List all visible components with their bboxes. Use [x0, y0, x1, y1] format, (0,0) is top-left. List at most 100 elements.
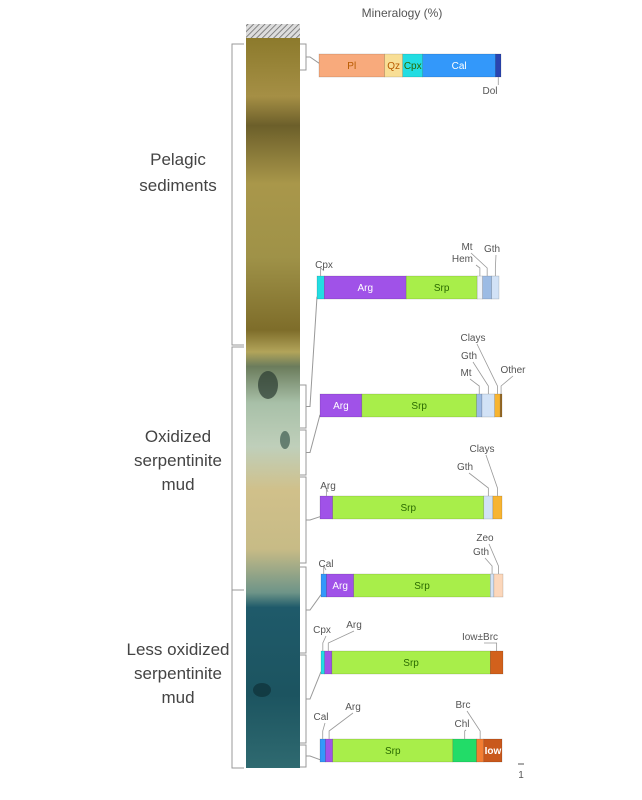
segment-callout-label: Gth: [484, 244, 500, 255]
segment-chl: [452, 738, 477, 763]
segment-cal: [319, 738, 326, 763]
sample-bracket: [300, 654, 307, 744]
unit-label: serpentinite: [134, 664, 222, 683]
sample-bracket: [300, 43, 307, 71]
unit-label: sediments: [139, 176, 216, 195]
segment-arg: [319, 495, 333, 520]
sample-connector: [306, 516, 321, 521]
segment-gth: [490, 573, 495, 598]
segment-mt: [482, 275, 492, 300]
unit-label: Less oxidized: [126, 640, 229, 659]
segment-label: Pl: [347, 61, 356, 72]
unit-label: mud: [161, 688, 194, 707]
callout-leader: [469, 378, 480, 394]
segment-cal: [422, 53, 496, 78]
callout-leader: [484, 642, 498, 651]
callout-leader: [328, 712, 354, 739]
callout-leader: [322, 635, 327, 651]
unit-label: Pelagic: [150, 150, 206, 169]
segment-cpx: [320, 650, 325, 675]
segment-callout-label: Cal: [318, 559, 333, 570]
segment-clays: [494, 393, 501, 418]
segment-label: Cpx: [404, 61, 422, 72]
callout-leader: [327, 630, 355, 651]
segment-gth: [491, 275, 500, 300]
unit-label: mud: [161, 475, 194, 494]
segment-callout-label: Arg: [320, 481, 336, 492]
callout-leader: [475, 264, 481, 276]
callout-leader: [494, 254, 497, 276]
segment-callout-label: Hem: [452, 254, 473, 265]
segment-label: Srp: [434, 283, 450, 294]
segment-label: Arg: [332, 581, 348, 592]
sample-bracket: [300, 429, 307, 476]
segment-callout-label: Arg: [346, 620, 362, 631]
sample-connector: [306, 671, 322, 700]
segment-arg: [326, 573, 355, 598]
segment-callout-label: Chl: [454, 719, 469, 730]
unit-bracket: [231, 43, 244, 346]
core-header: [246, 24, 300, 38]
callout-leader: [468, 472, 489, 496]
segment-other: [499, 393, 503, 418]
segment-gth: [483, 495, 494, 520]
segment-clays: [492, 495, 503, 520]
sample-bracket: [300, 476, 307, 564]
segment-callout-label: Arg: [345, 702, 361, 713]
callout-leader: [476, 343, 498, 394]
callout-leader: [325, 487, 329, 496]
callout-leader: [464, 729, 467, 739]
unit-label: serpentinite: [134, 451, 222, 470]
segment-label: Iow: [485, 746, 502, 757]
segment-iowbrc: [490, 650, 504, 675]
callout-leader: [484, 557, 493, 574]
mineralogy-bar: Arg Srp Mt Gth Clays Other: [319, 333, 526, 418]
segment-label: Srp: [400, 503, 416, 514]
segment-label: Arg: [333, 401, 349, 412]
segment-callout-label: Cal: [313, 712, 328, 723]
callout-leader: [322, 722, 326, 739]
segment-cal: [320, 573, 327, 598]
segment-callout-label: Zeo: [476, 533, 494, 544]
chart-title: Mineralogy (%): [362, 6, 443, 20]
unit-label: Oxidized: [145, 427, 211, 446]
sample-brackets: [300, 43, 322, 768]
sample-connector: [306, 56, 320, 64]
segment-callout-label: Clays: [460, 333, 485, 344]
sample-connector: [306, 594, 322, 611]
segment-cpx: [316, 275, 325, 300]
segment-callout-label: Other: [500, 365, 526, 376]
segment-gth: [481, 393, 495, 418]
sample-bracket: [300, 384, 307, 429]
callout-leader: [500, 375, 514, 394]
mineralogy-bar: Cpx Arg Srp Iow±Brc: [313, 620, 504, 675]
callout-leader: [470, 252, 488, 276]
callout-leader: [466, 710, 481, 739]
segment-label: Srp: [385, 746, 401, 757]
segment-arg: [324, 650, 333, 675]
segment-callout-label: Mt: [461, 242, 472, 253]
mineralogy-bar: Arg Srp Gth Clays: [319, 444, 503, 520]
segment-callout-label: Brc: [456, 700, 471, 711]
core-image: [246, 38, 300, 768]
sample-connector: [306, 296, 318, 407]
segment-label: Srp: [411, 401, 427, 412]
mineralogy-bar: Cal Arg Srp Chl Brc Iow: [313, 700, 503, 763]
unit-bracket: [231, 589, 244, 769]
segment-label: Qz: [387, 61, 400, 72]
segment-mt: [476, 393, 483, 418]
callout-leader: [320, 267, 325, 276]
segment-callout-label: Iow±Brc: [462, 632, 498, 643]
segment-hem: [476, 275, 483, 300]
segment-brc: [476, 738, 485, 763]
callout-leader: [472, 361, 489, 394]
sample-bracket: [300, 566, 307, 654]
segment-callout-label: Clays: [469, 444, 494, 455]
segment-iow: [483, 738, 503, 763]
unit-brackets: [231, 43, 244, 769]
segment-label: Srp: [403, 658, 419, 669]
scale-label: 1: [518, 770, 524, 781]
segment-zeo: [493, 573, 504, 598]
segment-callout-label: Dol: [482, 86, 497, 97]
